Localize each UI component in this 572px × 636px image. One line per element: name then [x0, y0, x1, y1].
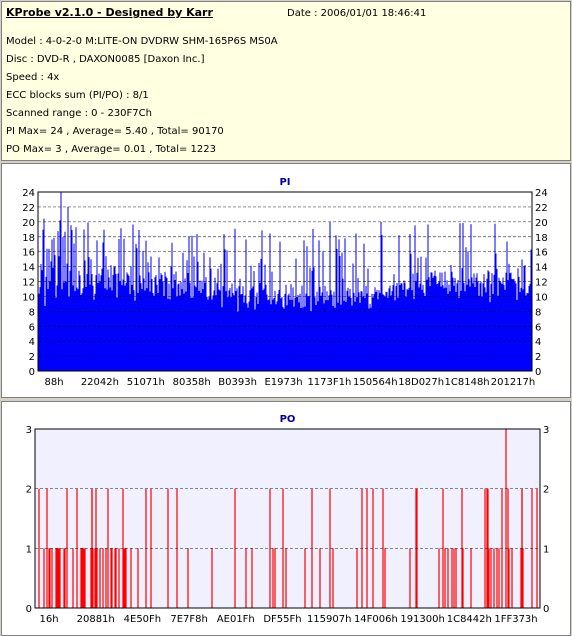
x-tick-label: AE01Fh — [217, 614, 255, 625]
y-tick-label-right: 8 — [535, 307, 541, 318]
x-tick-label: 201217h — [491, 377, 536, 388]
y-tick-label-right: 24 — [535, 188, 548, 199]
y-tick-label-right: 10 — [535, 292, 548, 303]
y-tick-label-left: 2 — [29, 352, 35, 363]
y-tick-label-right: 12 — [535, 278, 548, 289]
po-chart-panel: PO 0 0 1 1 2 2 3 3 16h 20881h 4E50Fh 7E7F8h AE01Fh DF5… — [1, 401, 571, 636]
bar-series — [38, 192, 532, 371]
ecc-line: ECC blocks sum (PI/PO) : 8/1 — [6, 90, 149, 101]
y-tick-label-right: 0 — [543, 604, 549, 615]
y-tick-label-right: 3 — [543, 425, 549, 436]
y-tick-label-left: 18 — [22, 233, 35, 244]
y-tick-label-left: 20 — [22, 218, 35, 229]
y-tick-label-left: 0 — [26, 604, 32, 615]
plot-frame — [34, 428, 541, 609]
y-tick-label-left: 1 — [26, 544, 32, 555]
x-tick-label: 115907h — [307, 614, 352, 625]
y-tick-label-right: 20 — [535, 218, 548, 229]
info-header: KProbe v2.1.0 - Designed by Karr Date : … — [1, 1, 571, 161]
po-stats-line: PO Max= 3 , Average= 0.01 , Total= 1223 — [6, 144, 216, 155]
y-tick-label-right: 14 — [535, 263, 548, 274]
y-tick-label-left: 3 — [26, 425, 32, 436]
y-tick-label-left: 16 — [22, 248, 35, 259]
x-tick-label: 7E7F8h — [170, 614, 208, 625]
y-tick-label-left: 8 — [29, 307, 35, 318]
y-tick-label-right: 16 — [535, 248, 548, 259]
y-tick-label-right: 0 — [535, 367, 541, 378]
chart-title: PO — [280, 414, 296, 425]
x-tick-label: 1173F1h — [307, 377, 351, 388]
y-tick-label-left: 0 — [29, 367, 35, 378]
po-chart: PO 0 0 1 1 2 2 3 3 16h 20881h 4E50Fh 7E7F8h AE01Fh DF5… — [26, 414, 550, 625]
y-tick-label-right: 1 — [543, 544, 549, 555]
x-tick-label: 1C8148h — [445, 377, 490, 388]
y-tick-label-left: 10 — [22, 292, 35, 303]
x-tick-label: DF55Fh — [263, 614, 301, 625]
y-tick-label-left: 2 — [26, 485, 32, 496]
x-tick-label: 51071h — [127, 377, 165, 388]
scanned-range-line: Scanned range : 0 - 230F7Ch — [6, 108, 152, 119]
pi-stats-line: PI Max= 24 , Average= 5.40 , Total= 9017… — [6, 126, 224, 137]
y-tick-label-right: 2 — [535, 352, 541, 363]
chart-title: PI — [279, 177, 290, 188]
x-tick-label: 80358h — [173, 377, 211, 388]
model-line: Model : 4-0-2-0 M:LITE-ON DVDRW SHM-165P… — [6, 36, 278, 47]
plot-frame — [37, 191, 533, 372]
x-tick-label: 88h — [44, 377, 63, 388]
y-tick-label-left: 6 — [29, 322, 35, 333]
x-tick-label: 20881h — [77, 614, 115, 625]
x-tick-label: B0393h — [218, 377, 257, 388]
y-tick-label-left: 12 — [22, 278, 35, 289]
y-tick-label-right: 2 — [543, 485, 549, 496]
speed-line: Speed : 4x — [6, 72, 60, 83]
y-tick-label-right: 6 — [535, 322, 541, 333]
x-tick-label: 150564h — [353, 377, 398, 388]
x-tick-label: 14F006h — [354, 614, 398, 625]
scan-date: Date : 2006/01/01 18:46:41 — [287, 8, 427, 19]
y-tick-label-left: 22 — [22, 203, 35, 214]
pi-chart-panel: PI 0 0 2 2 4 4 6 6 8 8 10 10 12 12 14 14 16 16 18 18 20 20 22 22… — [1, 163, 571, 398]
x-tick-label: 4E50Fh — [124, 614, 162, 625]
y-tick-label-right: 18 — [535, 233, 548, 244]
x-tick-label: 1C8442h — [447, 614, 492, 625]
app-title: KProbe v2.1.0 - Designed by Karr — [6, 6, 213, 19]
y-tick-label-left: 24 — [22, 188, 35, 199]
x-tick-label: 1FF373h — [494, 614, 537, 625]
y-tick-label-right: 4 — [535, 337, 541, 348]
y-tick-label-left: 14 — [22, 263, 35, 274]
y-tick-label-right: 22 — [535, 203, 548, 214]
y-tick-label-left: 4 — [29, 337, 35, 348]
x-tick-label: 16h — [39, 614, 58, 625]
x-tick-label: E1973h — [264, 377, 302, 388]
x-tick-label: 22042h — [81, 377, 119, 388]
x-tick-label: 18D027h — [398, 377, 444, 388]
x-tick-label: 191300h — [400, 614, 445, 625]
disc-line: Disc : DVD-R , DAXON0085 [Daxon Inc.] — [6, 54, 205, 65]
